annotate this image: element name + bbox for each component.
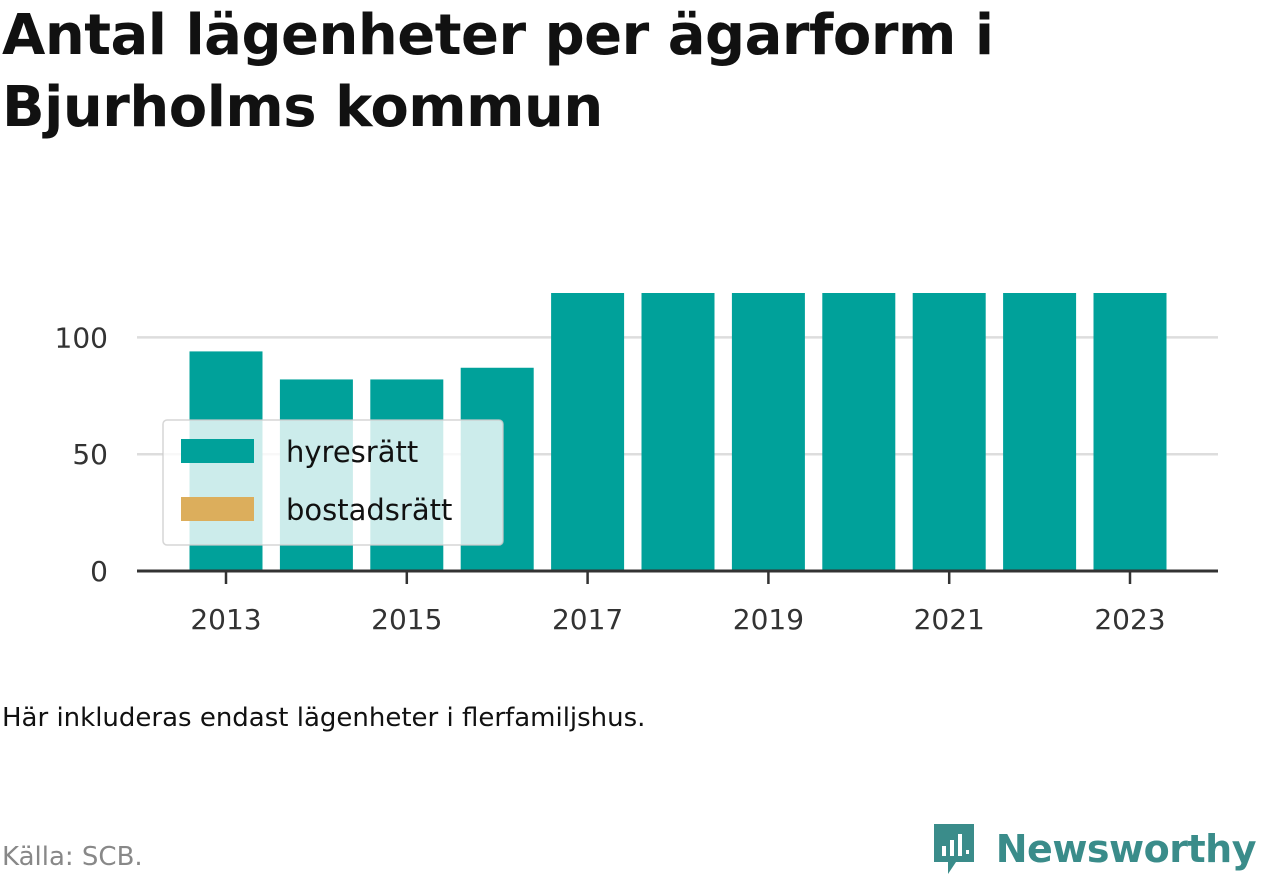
brand-name: Newsworthy (995, 827, 1257, 871)
x-tick-label: 2017 (552, 603, 623, 636)
y-tick-label: 0 (90, 555, 108, 588)
bar-chart: 2013 2015 2017 2019 2021 2023 0 50 100 hyresrät… (55, 293, 1218, 636)
y-tick-label: 50 (72, 438, 108, 471)
legend: hyresrätt bostadsrätt (162, 419, 504, 546)
x-tick-label: 2013 (190, 603, 261, 636)
bar-hyresratt-2019 (731, 293, 805, 571)
y-tick-label: 100 (55, 321, 108, 354)
x-tick-label: 2015 (371, 603, 442, 636)
x-tick-label: 2021 (914, 603, 985, 636)
y-axis-ticks: 0 50 100 (55, 321, 108, 588)
bar-hyresratt-2017 (551, 293, 625, 571)
x-axis-ticks: 2013 2015 2017 2019 2021 2023 (190, 571, 1166, 636)
x-tick-label: 2019 (733, 603, 804, 636)
legend-label-bostadsratt: bostadsrätt (286, 493, 452, 527)
newsworthy-logo-icon (933, 824, 974, 874)
bar-hyresratt-2018 (641, 293, 715, 571)
brand[interactable]: Newsworthy (930, 820, 1257, 878)
chart-title: Antal lägenheter per ägarform i Bjurholm… (2, 3, 994, 140)
chart-note: Här inkluderas endast lägenheter i flerf… (2, 703, 646, 733)
legend-swatch-bostadsratt (181, 497, 254, 521)
bar-hyresratt-2020 (822, 293, 896, 571)
bar-hyresratt-2022 (1003, 293, 1077, 571)
source-text: Källa: SCB. (2, 842, 143, 872)
bar-hyresratt-2023 (1093, 293, 1167, 571)
bar-hyresratt-2021 (912, 293, 986, 571)
legend-label-hyresratt: hyresrätt (286, 435, 418, 469)
legend-swatch-hyresratt (181, 439, 254, 463)
x-tick-label: 2023 (1094, 603, 1165, 636)
